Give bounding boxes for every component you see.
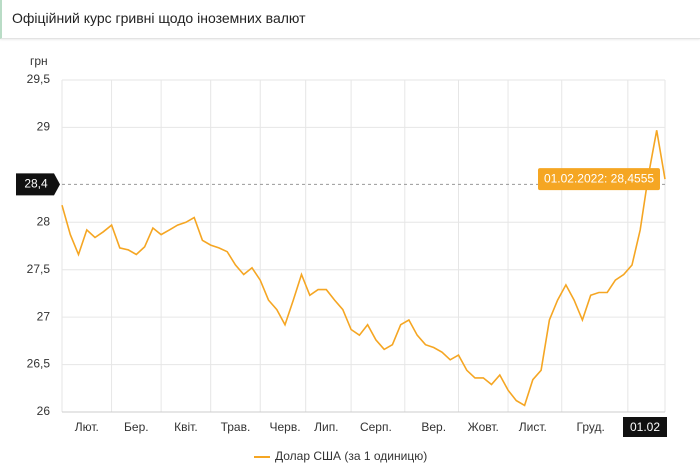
x-tick-label: Вер. bbox=[421, 420, 446, 434]
y-tick-label: 27,5 bbox=[27, 262, 51, 276]
header: Офіційний курс гривні щодо іноземних вал… bbox=[0, 0, 700, 39]
tooltip-box bbox=[538, 168, 660, 191]
y-tick-label: 26 bbox=[37, 404, 51, 418]
y-tick-label: 28 bbox=[37, 214, 51, 228]
x-tick-label: Бер. bbox=[124, 420, 149, 434]
x-tick-label: Лип. bbox=[314, 420, 338, 434]
x-tick-label: Груд. bbox=[577, 420, 605, 434]
x-crosshair-box bbox=[623, 417, 667, 437]
chart-title: Офіційний курс гривні щодо іноземних вал… bbox=[12, 10, 306, 26]
x-tick-label: Черв. bbox=[269, 420, 300, 434]
series-line bbox=[61, 130, 666, 407]
x-tick-label: Серп. bbox=[360, 420, 392, 434]
y-tick-label: 26,5 bbox=[27, 357, 51, 371]
x-tick-label: Жовт. bbox=[468, 420, 499, 434]
x-tick-label: Лист. bbox=[519, 420, 547, 434]
x-tick-label: 01.02 bbox=[630, 420, 660, 434]
crosshair-label: 28,4 bbox=[24, 177, 48, 191]
y-tick-label: 27 bbox=[37, 309, 51, 323]
legend-label: Долар США (за 1 одиницю) bbox=[275, 449, 427, 463]
y-axis-label: грн bbox=[30, 54, 48, 68]
x-tick-label: Трав. bbox=[221, 420, 251, 434]
y-tick-label: 29 bbox=[37, 120, 51, 134]
x-tick-label: Лют. bbox=[75, 420, 99, 434]
chart: грн 26 26,5 27 27,5 28 29 29,5 Лют. Бер. Квіт. Тра… bbox=[16, 54, 667, 463]
crosshair-box bbox=[16, 173, 60, 196]
y-tick-label: 29,5 bbox=[27, 72, 51, 86]
tooltip-text: 01.02.2022: 28,4555 bbox=[544, 171, 654, 185]
x-tick-label: Квіт. bbox=[174, 420, 198, 434]
